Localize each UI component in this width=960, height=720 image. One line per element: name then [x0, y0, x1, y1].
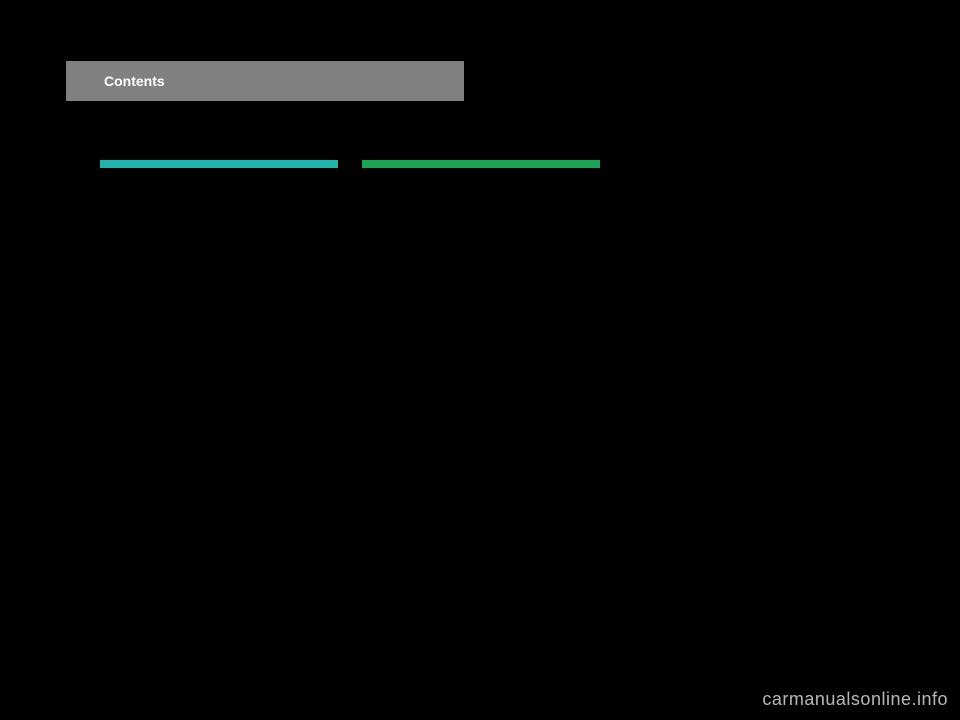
column-heading-row: Safety and Security 18 [100, 170, 338, 186]
column-heading-page: 24 [588, 172, 600, 184]
page-title: Contents [104, 73, 165, 89]
toc-column-1: Safety and Security 18 [100, 160, 338, 186]
column-accent-bar [362, 160, 600, 168]
toc-columns: Safety and Security 18 Controls in detai… [100, 160, 600, 186]
watermark-text: carmanualsonline.info [762, 689, 948, 710]
toc-column-2: Controls in detail 24 [362, 160, 600, 186]
page-container: Contents Safety and Security 18 Controls… [0, 0, 960, 720]
column-heading-text: Controls in detail [362, 172, 452, 184]
header-bar: Contents [66, 61, 464, 101]
column-heading-text: Safety and Security [100, 172, 202, 184]
column-heading-page: 18 [326, 172, 338, 184]
column-heading-row: Controls in detail 24 [362, 170, 600, 186]
column-accent-bar [100, 160, 338, 168]
